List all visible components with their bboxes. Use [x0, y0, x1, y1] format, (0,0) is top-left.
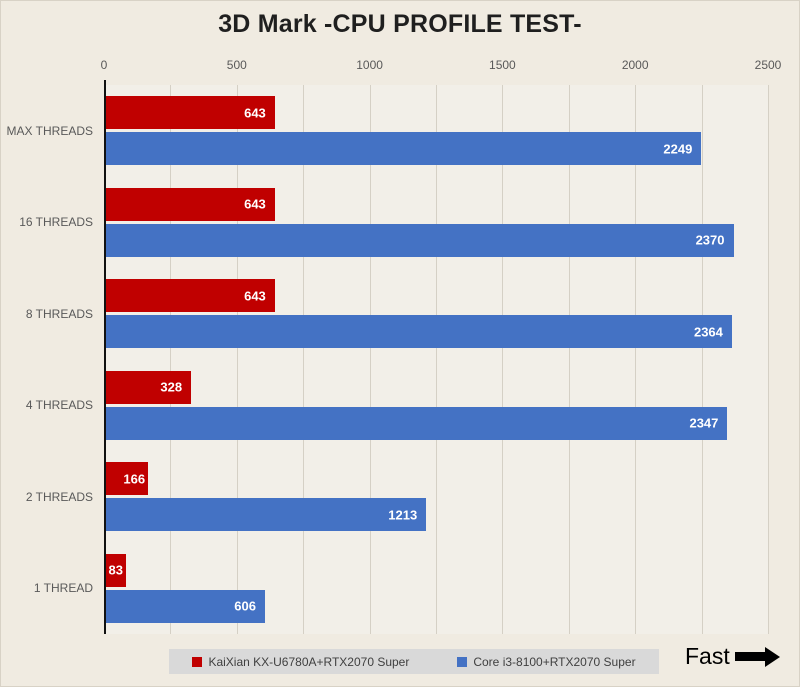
bar: 2347	[104, 406, 728, 440]
plot-area: 643 2249 643 2370 643 2364 328 2347 166 1213 83 606	[104, 80, 769, 634]
value-label: 643	[244, 196, 266, 212]
right-arrow-icon	[734, 646, 780, 667]
x-tick-label: 500	[226, 58, 247, 72]
value-label: 166	[123, 471, 146, 487]
x-tick-label: 1000	[356, 58, 383, 72]
bar: 83	[104, 553, 126, 587]
value-label: 1213	[388, 507, 418, 523]
bar: 2370	[104, 223, 734, 257]
bar: 2249	[104, 132, 702, 166]
bar: 166	[104, 462, 149, 496]
gridline	[436, 85, 437, 634]
fast-label: Fast	[685, 643, 730, 669]
value-label: 2249	[663, 141, 693, 157]
x-tick-label: 0	[100, 58, 108, 72]
x-tick-label: 2500	[754, 58, 782, 72]
x-axis: 0 500 1000 1500 2000 2500	[100, 58, 782, 78]
legend-swatch-icon	[192, 656, 203, 667]
legend: KaiXian KX-U6780A+RTX2070 Super Core i3-8…	[169, 649, 659, 674]
legend-item: KaiXian KX-U6780A+RTX2070 Super	[192, 655, 409, 669]
legend-swatch-icon	[457, 656, 468, 667]
value-label: 83	[108, 562, 123, 578]
bar: 643	[104, 279, 275, 313]
category-label: 2 THREADS	[25, 489, 93, 504]
gridline	[635, 85, 637, 634]
category-label: 16 THREADS	[19, 215, 93, 230]
gridline	[701, 85, 703, 634]
legend-item: Core i3-8100+RTX2070 Super	[457, 654, 636, 669]
y-axis-line	[104, 80, 106, 634]
value-label: 328	[160, 379, 183, 395]
gridline	[568, 85, 570, 634]
value-label: 643	[244, 288, 266, 304]
x-tick-label: 2000	[621, 58, 649, 72]
value-label: 2364	[693, 324, 723, 340]
category-axis: MAX THREADS 16 THREADS 8 THREADS 4 THREADS 2…	[1, 85, 97, 634]
value-label: 2347	[689, 415, 719, 431]
bar: 643	[104, 187, 275, 221]
category-label: 4 THREADS	[25, 398, 93, 413]
gridline	[768, 85, 769, 634]
fast-annotation: Fast	[685, 643, 780, 670]
gridline	[170, 85, 172, 634]
gridline	[369, 85, 371, 634]
bar: 643	[104, 96, 275, 130]
bar: 1213	[104, 498, 427, 532]
bar: 2364	[104, 315, 732, 349]
category-label: 8 THREADS	[25, 306, 93, 321]
category-label: MAX THREADS	[6, 123, 93, 138]
legend-label: KaiXian KX-U6780A+RTX2070 Super	[208, 654, 410, 669]
x-tick-label: 1500	[489, 58, 516, 72]
value-label: 606	[234, 598, 256, 614]
gridline	[502, 85, 504, 634]
legend-label: Core i3-8100+RTX2070 Super	[473, 654, 636, 669]
gridline	[236, 85, 238, 634]
category-label: 1 THREAD	[33, 581, 93, 596]
bar: 606	[104, 589, 265, 623]
gridline	[303, 85, 305, 634]
value-label: 643	[244, 105, 266, 121]
bar: 328	[104, 370, 192, 404]
chart-title: 3D Mark -CPU PROFILE TEST-	[218, 10, 582, 38]
value-label: 2370	[695, 232, 725, 248]
